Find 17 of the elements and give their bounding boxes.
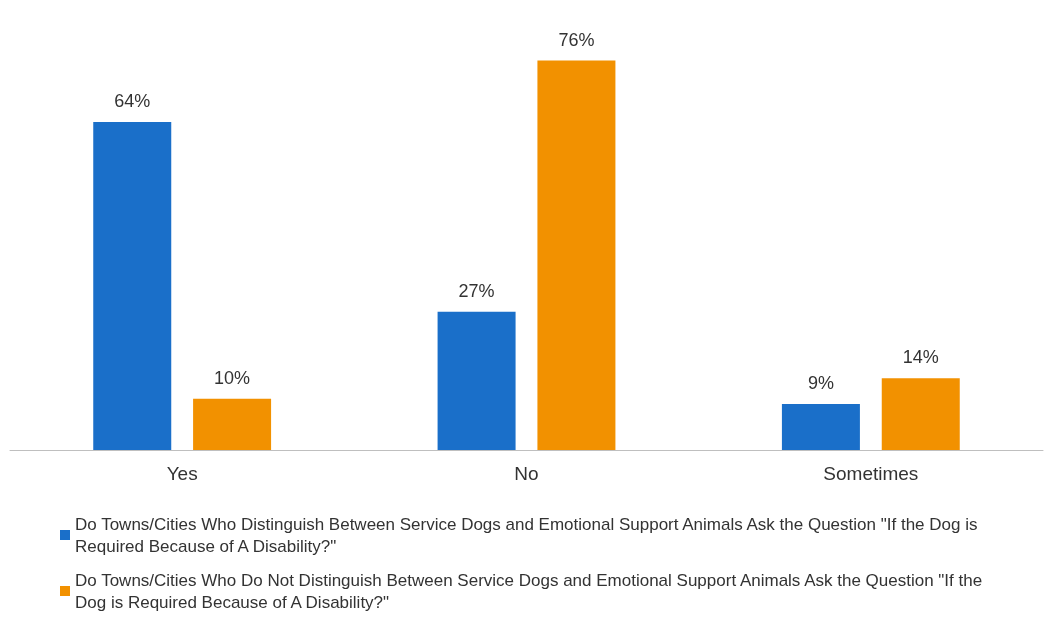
legend-label: Do Towns/Cities Who Distinguish Between Service Dogs and Emotional Support Animals Ask the Question "If the Dog is Required Because of A Disability?"	[75, 514, 983, 556]
bar	[537, 60, 616, 450]
data-label: 14%	[902, 347, 939, 368]
bar	[193, 398, 272, 450]
data-label: 76%	[558, 29, 595, 50]
data-label: 10%	[214, 367, 251, 388]
bar	[881, 378, 960, 450]
x-tick-label: Yes	[166, 463, 198, 484]
bar	[781, 403, 860, 450]
x-tick-label: No	[514, 463, 539, 484]
legend-label: Do Towns/Cities Who Do Not Distinguish Between Service Dogs and Emotional Support Animals Ask the Question "If the Dog is Required Because of A Disability?"	[75, 570, 987, 612]
bar	[93, 122, 172, 450]
data-label: 64%	[114, 91, 151, 111]
data-label: 27%	[458, 280, 495, 301]
x-tick-label: Sometimes	[823, 463, 919, 484]
data-label: 9%	[807, 372, 834, 393]
bar	[437, 311, 516, 450]
